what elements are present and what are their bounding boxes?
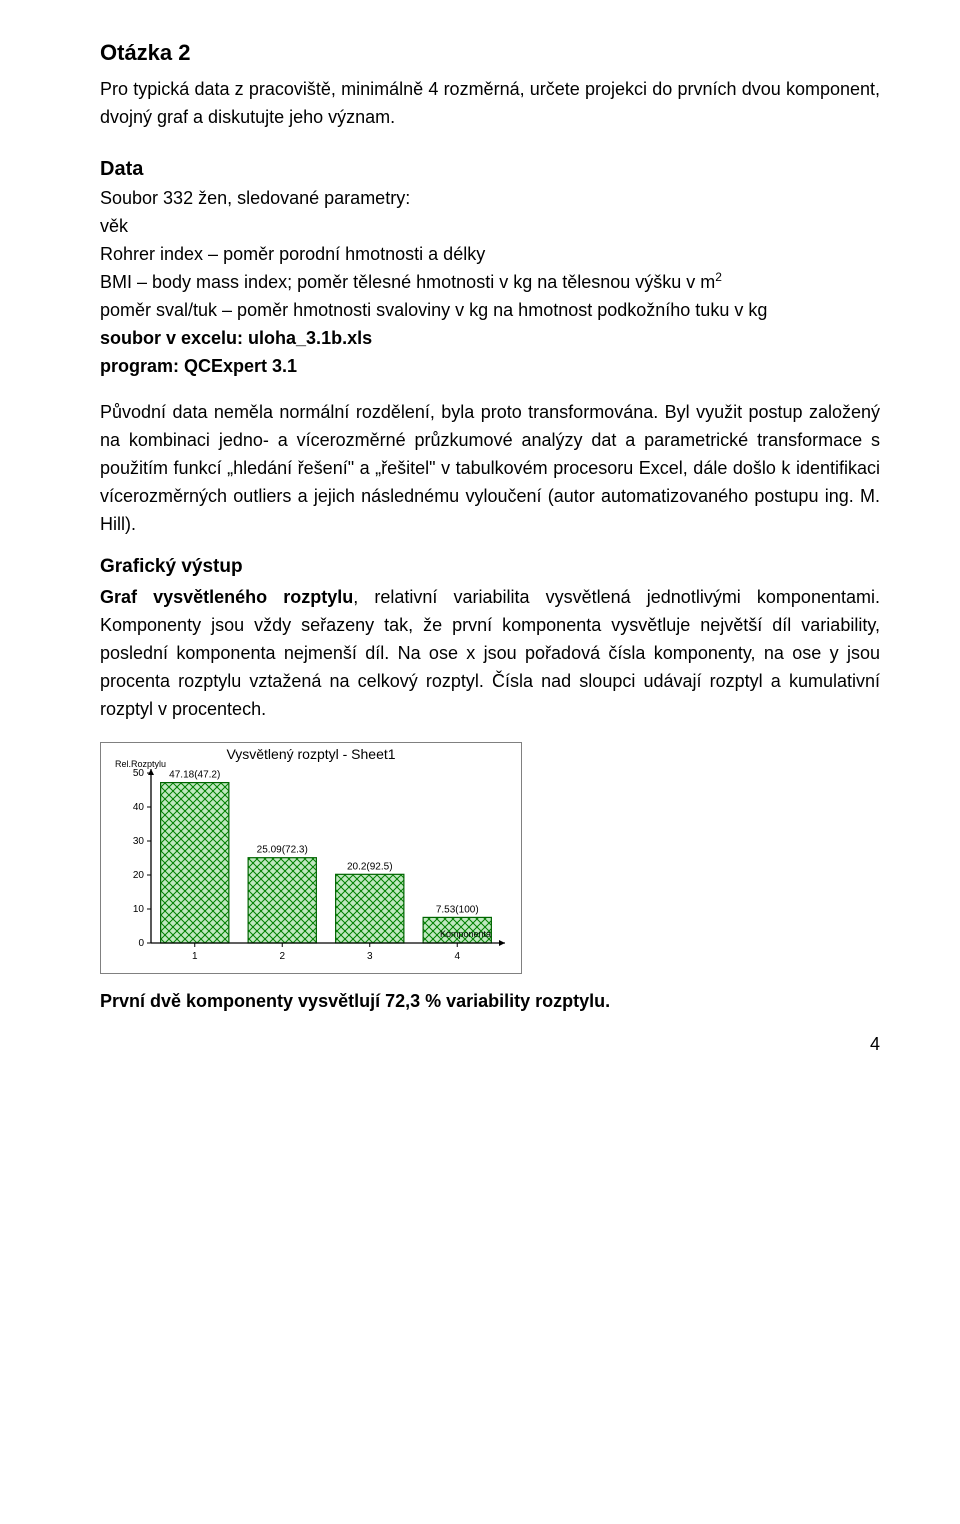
svg-text:20: 20 (133, 870, 145, 881)
svg-text:2: 2 (279, 951, 285, 962)
svg-text:7.53(100): 7.53(100) (436, 904, 479, 915)
svg-text:20.2(92.5): 20.2(92.5) (347, 861, 393, 872)
data-line-text: BMI – body mass index; poměr tělesné hmo… (100, 272, 715, 292)
body-paragraph-1: Původní data neměla normální rozdělení, … (100, 399, 880, 538)
svg-text:10: 10 (133, 904, 145, 915)
svg-text:25.09(72.3): 25.09(72.3) (257, 845, 308, 856)
intro-paragraph: Pro typická data z pracoviště, minimálně… (100, 76, 880, 132)
data-line: BMI – body mass index; poměr tělesné hmo… (100, 268, 880, 297)
graph-para-prefix: Graf vysvětleného rozptylu (100, 587, 353, 607)
svg-text:0: 0 (138, 938, 144, 949)
file-label: soubor v excelu: uloha_3.1b.xls (100, 325, 880, 353)
svg-text:50: 50 (133, 768, 145, 779)
page-number: 4 (100, 1034, 880, 1055)
svg-text:40: 40 (133, 802, 145, 813)
superscript: 2 (715, 270, 722, 284)
data-section: Data Soubor 332 žen, sledované parametry… (100, 158, 880, 381)
graph-heading: Grafický výstup (100, 556, 880, 578)
explained-variance-chart: Vysvětlený rozptyl - Sheet1Rel.Rozptylu0… (100, 742, 520, 974)
svg-text:1: 1 (192, 951, 198, 962)
body-paragraph-2: Graf vysvětleného rozptylu, relativní va… (100, 584, 880, 723)
svg-text:Vysvětlený rozptyl - Sheet1: Vysvětlený rozptyl - Sheet1 (226, 746, 395, 762)
data-line: věk (100, 213, 880, 241)
question-heading: Otázka 2 (100, 40, 880, 66)
svg-text:47.18(47.2): 47.18(47.2) (169, 770, 220, 781)
program-label: program: QCExpert 3.1 (100, 353, 880, 381)
data-line: Rohrer index – poměr porodní hmotnosti a… (100, 241, 880, 269)
data-line: Soubor 332 žen, sledované parametry: (100, 185, 880, 213)
svg-text:30: 30 (133, 836, 145, 847)
svg-text:4: 4 (454, 951, 460, 962)
conclusion: První dvě komponenty vysvětlují 72,3 % v… (100, 988, 880, 1016)
svg-text:3: 3 (367, 951, 373, 962)
data-title: Data (100, 158, 880, 181)
bar-chart-svg: Vysvětlený rozptyl - Sheet1Rel.Rozptylu0… (100, 742, 522, 974)
data-line: poměr sval/tuk – poměr hmotnosti svalovi… (100, 297, 880, 325)
svg-text:Komponenta: Komponenta (440, 929, 491, 939)
